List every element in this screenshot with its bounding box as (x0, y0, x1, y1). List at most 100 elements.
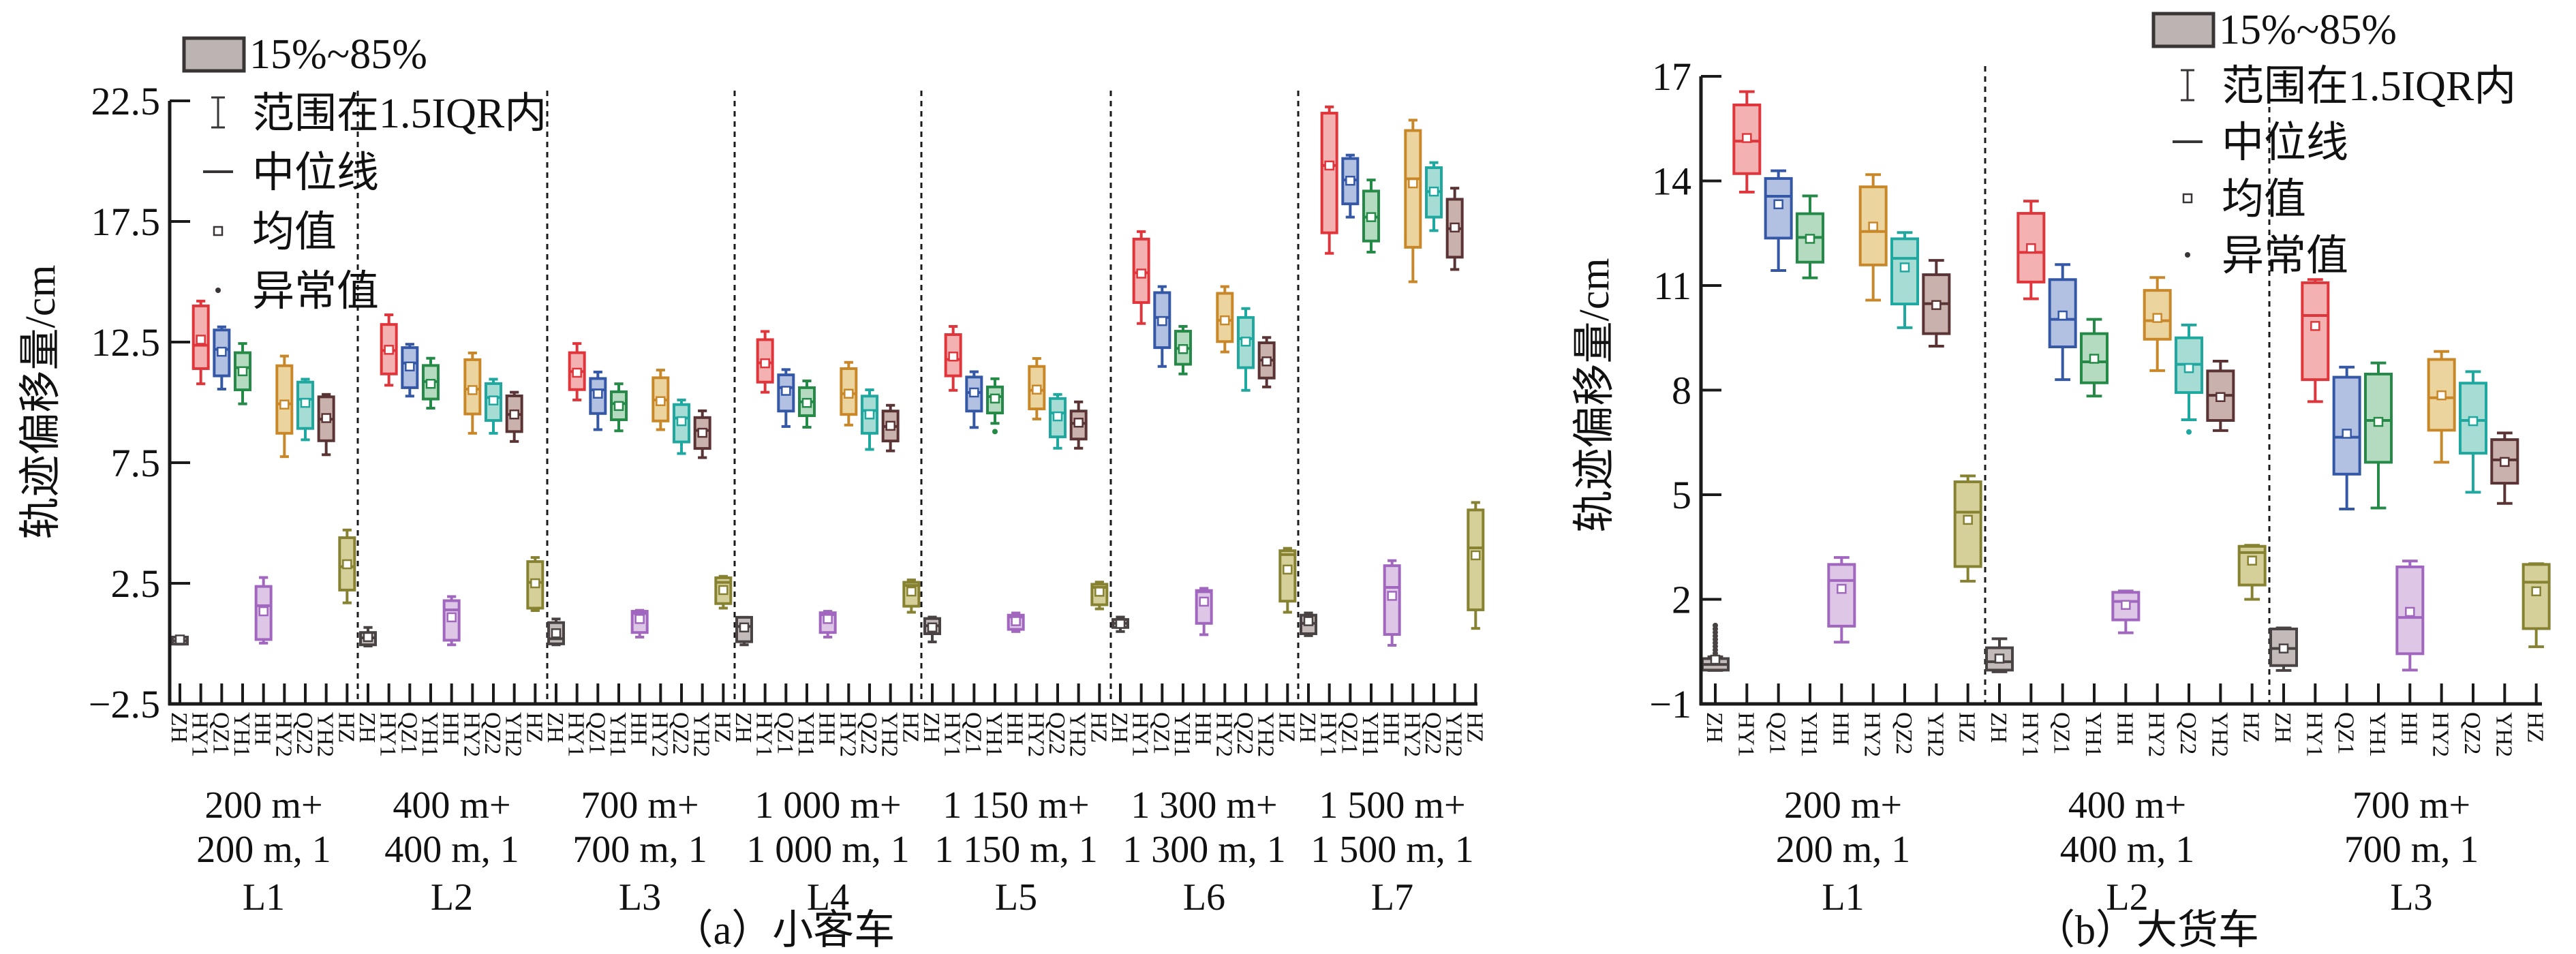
y-tick-label: 7.5 (111, 441, 161, 485)
mean-marker (801, 397, 812, 408)
box-L2-QZ2 (485, 378, 502, 435)
x-tick-label: QZ1 (1765, 712, 1790, 754)
x-tick-label: ZH (1702, 712, 1727, 743)
group-label-line2: 700 m, 1 (572, 829, 707, 871)
group-label-line2: 400 m, 1 (384, 829, 519, 871)
panel-a-group-labels: 200 m+200 m, 1 L1 400 m+400 m, 1 L2 700 m+70… (196, 784, 1474, 919)
group-label-name: L4 (807, 876, 849, 919)
box-L5-YH1 (986, 377, 1004, 435)
mean-marker (1408, 178, 1418, 189)
y-tick-label: 22.5 (91, 79, 161, 123)
outlier-point (1713, 622, 1718, 628)
mean-marker (1994, 653, 2005, 664)
group-label-name: L3 (619, 876, 661, 919)
legend-mean-icon (2182, 193, 2193, 204)
panel-a-caption: （a）小客车 (673, 908, 895, 953)
box-L3-YH2 (2490, 431, 2519, 505)
group-label-line1: 700 m+ (2352, 784, 2470, 827)
mean-marker (760, 358, 770, 369)
box-L4-HY2 (840, 360, 858, 427)
x-tick-label: QZ2 (856, 712, 881, 754)
box-L5-HY1 (944, 324, 962, 392)
box-L1-HZ (338, 528, 356, 604)
x-tick-label: HY2 (1211, 712, 1236, 757)
mean-marker (718, 585, 729, 596)
box-L1-QZ1 (1764, 169, 1793, 272)
mean-marker (384, 345, 394, 355)
x-tick-label: HY2 (271, 712, 296, 757)
mean-marker (1899, 262, 1910, 273)
x-tick-label: HZ (1954, 712, 1980, 743)
group-label-line2: 400 m, 1 (2060, 829, 2195, 871)
mean-marker (864, 409, 875, 420)
mean-marker (1283, 564, 1293, 575)
x-tick-label: YH2 (1253, 712, 1278, 757)
mean-marker (2247, 555, 2257, 566)
box-L1-YH2 (1922, 259, 1951, 348)
group-label-name: L1 (243, 876, 285, 919)
mean-marker (634, 614, 645, 624)
x-tick-label: HY1 (752, 712, 777, 757)
mean-marker (1837, 583, 1847, 594)
x-tick-label: HZ (2239, 712, 2264, 743)
box-L2-HY2 (463, 351, 482, 435)
y-tick-label: 17 (1652, 55, 1691, 99)
x-tick-label: HY1 (375, 712, 401, 757)
mean-marker (927, 622, 938, 633)
box-L1-HH (254, 576, 273, 645)
x-tick-label: ZH (1107, 712, 1132, 743)
mean-marker (2152, 313, 2162, 323)
mean-marker (1261, 356, 1272, 367)
box-L1-YH1 (1796, 194, 1824, 279)
legend-item-outlier: 异常值 (2185, 233, 2348, 279)
x-tick-label: QZ1 (2049, 712, 2074, 754)
group-label-name: L6 (1183, 876, 1225, 919)
x-tick-label: YH1 (2081, 712, 2106, 757)
x-tick-label: ZH (731, 712, 756, 743)
box-L2-QZ1 (2048, 263, 2077, 382)
x-tick-label: YH2 (2207, 712, 2232, 757)
mean-marker (321, 413, 331, 423)
mean-marker (2373, 416, 2384, 427)
mean-marker (1805, 234, 1815, 244)
box-L5-HH (1007, 611, 1025, 633)
box-L2-YH2 (505, 390, 523, 443)
mean-marker (2026, 243, 2036, 253)
x-tick-label: QZ1 (396, 712, 421, 754)
x-tick-label: YH2 (1065, 712, 1090, 757)
group-label-line1: 1 300 m+ (1131, 784, 1277, 827)
group-label-line2: 1 000 m, 1 (746, 829, 910, 871)
x-tick-label: YH1 (1169, 712, 1195, 757)
box-L2-ZH (1985, 637, 2014, 673)
box-L5-HZ (1090, 581, 1109, 611)
mean-marker (279, 399, 290, 410)
x-tick-label: HY1 (2301, 712, 2327, 757)
box-L6-YH1 (1174, 324, 1192, 375)
mean-marker (509, 409, 519, 420)
x-tick-label: ZH (166, 712, 191, 743)
mean-marker (446, 612, 457, 623)
mean-marker (2278, 643, 2289, 653)
x-tick-label: QZ1 (1336, 712, 1362, 754)
legend-label: 均值 (252, 209, 337, 256)
x-tick-label: ZH (354, 712, 380, 743)
mean-marker (174, 634, 185, 645)
x-tick-label: HZ (521, 712, 547, 743)
x-tick-label: YH2 (313, 712, 338, 757)
box-L3-QZ2 (2459, 370, 2487, 494)
iqr-box (2301, 281, 2330, 382)
mean-marker (676, 416, 687, 427)
x-tick-label: YH1 (1796, 712, 1822, 757)
box-L1-ZH (1701, 622, 1730, 672)
mean-marker (1471, 550, 1481, 561)
mean-marker (2183, 363, 2194, 373)
box-L1-YH1 (234, 342, 251, 405)
mean-marker (467, 385, 478, 395)
legend-mean-icon (213, 226, 224, 236)
x-tick-label: HY1 (1733, 712, 1758, 757)
box-L2-QZ1 (401, 343, 419, 398)
mean-marker (1220, 315, 1230, 326)
mean-marker (1450, 222, 1460, 233)
mean-marker (739, 622, 750, 633)
mean-marker (1011, 616, 1021, 626)
